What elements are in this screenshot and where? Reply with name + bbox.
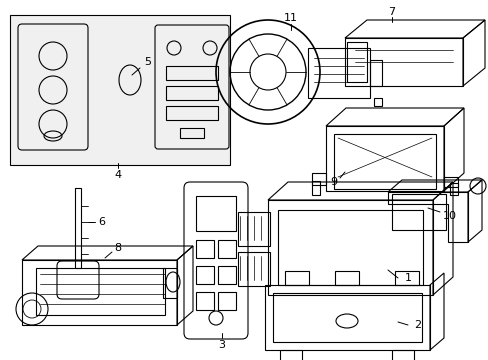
Bar [10, 15, 229, 165]
Text: 10: 10 [442, 211, 456, 221]
Bar [36, 268, 164, 315]
Text: 3: 3 [218, 340, 225, 350]
Bar [369, 60, 381, 86]
Bar [280, 350, 302, 360]
Text: 7: 7 [387, 7, 395, 17]
Text: 9: 9 [330, 177, 337, 187]
Bar [196, 292, 214, 310]
Bar [180, 128, 203, 138]
Bar [373, 98, 381, 106]
Bar [278, 210, 422, 285]
Bar [391, 194, 445, 230]
Bar [238, 252, 269, 286]
Bar [196, 196, 236, 231]
Bar [165, 66, 218, 80]
Bar [218, 266, 236, 284]
Bar [75, 188, 81, 268]
Bar [334, 271, 358, 285]
Bar [165, 86, 218, 100]
Bar [238, 212, 269, 246]
Bar [272, 293, 421, 342]
Text: 11: 11 [284, 13, 297, 23]
Bar [218, 292, 236, 310]
Bar [196, 266, 214, 284]
Bar [218, 240, 236, 258]
Bar [311, 173, 325, 185]
Bar [443, 177, 457, 187]
Bar [264, 285, 429, 350]
Bar [165, 106, 218, 120]
Bar [22, 260, 177, 325]
Bar [196, 240, 214, 258]
Bar [307, 48, 369, 98]
Text: 6: 6 [98, 217, 105, 227]
Text: 2: 2 [414, 320, 421, 330]
Bar [285, 271, 308, 285]
Bar [267, 200, 432, 295]
Bar [394, 271, 418, 285]
Text: 8: 8 [114, 243, 122, 253]
Bar [391, 350, 413, 360]
Text: 5: 5 [144, 57, 151, 67]
Bar [449, 183, 457, 195]
Text: 1: 1 [404, 273, 411, 283]
Bar [346, 42, 366, 82]
Text: 4: 4 [114, 170, 122, 180]
Bar [311, 181, 319, 195]
Bar [333, 134, 435, 189]
Bar [163, 268, 177, 298]
